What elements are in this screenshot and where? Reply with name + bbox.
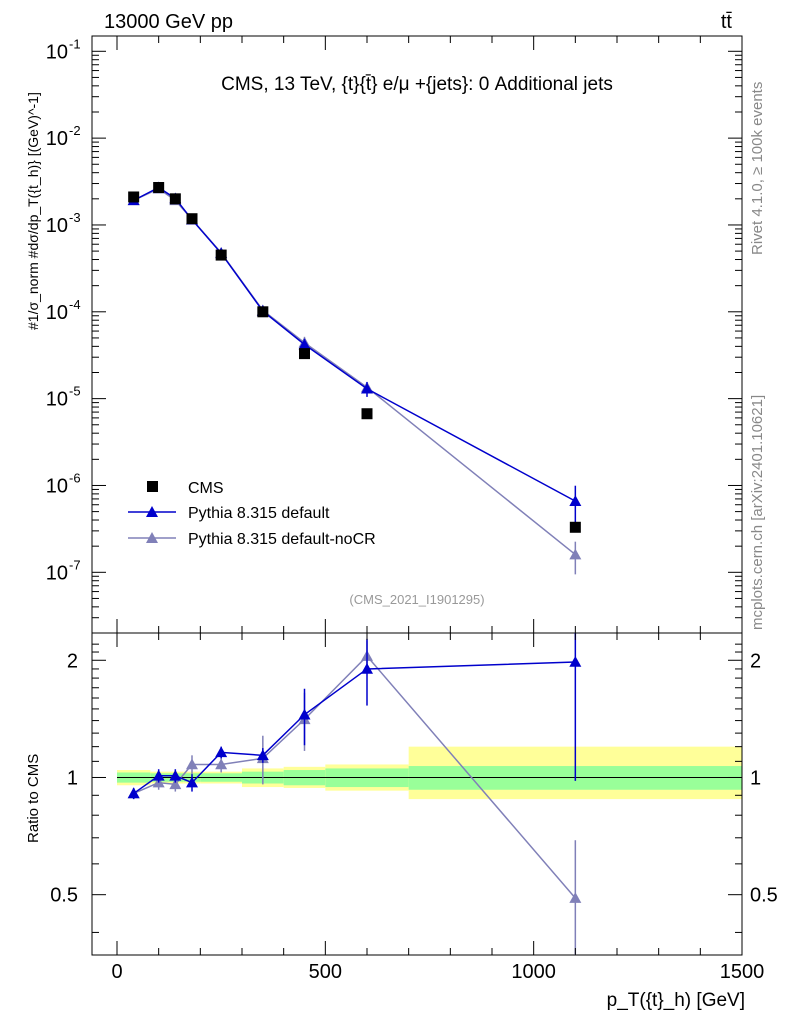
point-cms: [215, 249, 227, 261]
point-default: [298, 338, 311, 350]
ratio-tick-label: 1: [67, 767, 78, 789]
analysis-id: (CMS_2021_I1901295): [349, 592, 484, 607]
x-tick-label: 1000: [511, 961, 556, 983]
y-tick-label: 10: [46, 128, 68, 150]
y-tick-label: 10: [46, 302, 68, 324]
legend-marker-nocr: [146, 532, 158, 543]
chart-title: CMS, 13 TeV, {t}{t̄} e/μ +{jets}: 0 Addi…: [221, 74, 613, 95]
ratio-point-default: [127, 787, 140, 799]
point-cms: [361, 408, 373, 420]
point-cms: [128, 191, 140, 203]
point-cms: [569, 521, 581, 533]
x-tick-label: 1500: [720, 961, 765, 983]
ratio-point-default: [186, 776, 198, 788]
point-cms: [153, 182, 165, 194]
y-tick-label: 10: [46, 41, 68, 63]
ratio-point-default: [569, 655, 582, 667]
legend-label-nocr: Pythia 8.315 default-noCR: [188, 531, 376, 548]
y-tick-label-exponent: -1: [69, 36, 81, 51]
x-tick-label: 0: [111, 961, 122, 983]
ratio-point-nocr: [186, 758, 198, 770]
ratio-tick-label: 0.5: [50, 885, 78, 907]
y-tick-label-exponent: -6: [69, 470, 81, 485]
x-tick-label: 500: [309, 961, 342, 983]
ratio-point-default: [169, 769, 182, 781]
y-tick-label-exponent: -4: [69, 297, 81, 312]
ratio-point-nocr: [169, 778, 182, 790]
ratio-tick-label-right: 2: [750, 650, 761, 672]
point-nocr: [569, 548, 582, 560]
ratio-point-nocr: [569, 892, 582, 903]
ratio-tick-label: 2: [67, 650, 78, 672]
y-tick-label: 10: [46, 562, 68, 584]
ratio-point-default: [256, 749, 269, 761]
mcplots-label: mcplots.cern.ch [arXiv:2401.10621]: [749, 395, 766, 630]
legend-label-cms: CMS: [188, 480, 224, 497]
ratio-point-default: [152, 769, 165, 781]
ratio-point-default: [215, 746, 228, 758]
y-tick-label: 10: [46, 215, 68, 237]
process-label: tt̄: [721, 11, 733, 33]
ratio-point-nocr: [215, 758, 228, 770]
rivet-label: Rivet 4.1.0, ≥ 100k events: [749, 82, 766, 255]
y-tick-label-exponent: -2: [69, 123, 81, 138]
series-line-nocr: [133, 187, 576, 556]
y-tick-label-exponent: -3: [69, 210, 81, 225]
point-default: [569, 495, 582, 506]
y-axis-label-text: #1/σ_norm #dσ/dp_T({t_h)} [(GeV)^-1]: [25, 92, 41, 330]
legend-marker-default: [146, 506, 158, 517]
ratio-panel-frame: [91, 632, 743, 956]
ratio-point-default: [361, 662, 373, 674]
legend-label-default: Pythia 8.315 default: [188, 505, 330, 522]
series-line-default: [133, 186, 576, 502]
legend: CMS Pythia 8.315 default Pythia 8.315 de…: [128, 480, 376, 548]
y-tick-label: 10: [46, 389, 68, 411]
point-cms: [169, 193, 181, 205]
point-cms: [299, 348, 310, 360]
energy-label: 13000 GeV pp: [104, 11, 233, 33]
point-cms: [186, 213, 198, 225]
y-axis-label: #1/σ_norm #dσ/dp_T({t_h)} [(GeV)^-1]: [25, 92, 41, 330]
ratio-axis-label: Ratio to CMS: [25, 754, 42, 843]
ratio-tick-label-right: 1: [750, 767, 761, 789]
point-cms: [257, 306, 269, 318]
ratio-tick-label-right: 0.5: [750, 885, 778, 907]
y-tick-label: 10: [46, 475, 68, 497]
point-default: [361, 382, 373, 394]
y-tick-label-exponent: -7: [69, 557, 81, 572]
x-axis-label: p_T({t}_h) [GeV]: [607, 990, 745, 1011]
legend-marker-cms: [147, 481, 158, 492]
ratio-point-default: [298, 708, 311, 720]
y-tick-label-exponent: -5: [69, 384, 81, 399]
